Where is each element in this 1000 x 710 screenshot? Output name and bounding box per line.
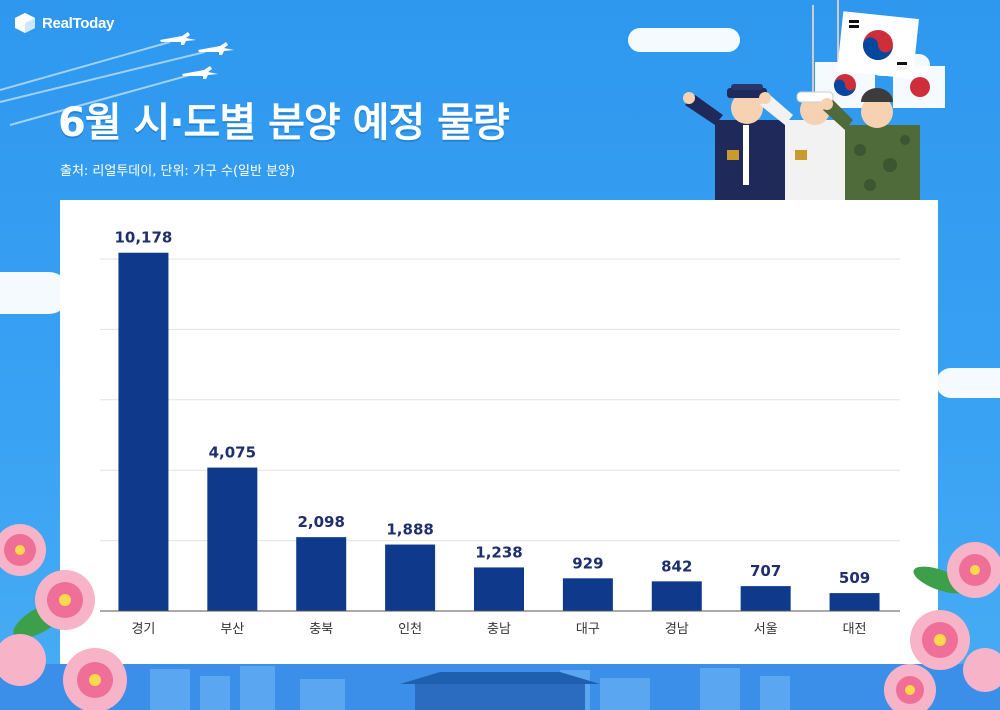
bar-6 xyxy=(562,578,613,611)
city-skyline-illustration xyxy=(0,664,1000,710)
brand-logo-text: RealToday xyxy=(42,14,115,32)
category-label-6: 대구 xyxy=(576,622,600,637)
brand-logo: RealToday xyxy=(14,12,114,34)
bar-8 xyxy=(740,586,791,611)
bar-4 xyxy=(385,544,436,611)
korean-flag-icon xyxy=(837,11,919,79)
value-label-8: 707 xyxy=(750,562,781,580)
hibiscus-flowers-icon xyxy=(0,524,127,710)
bar-7 xyxy=(651,581,702,611)
value-label-3: 2,098 xyxy=(297,513,344,531)
category-label-3: 충북 xyxy=(309,622,333,637)
source-note: 출처: 리얼투데이, 단위: 가구 수(일반 분양) xyxy=(60,164,296,179)
bar-1 xyxy=(118,252,169,611)
hibiscus-flowers-icon xyxy=(884,542,1000,710)
bar-9 xyxy=(829,593,880,611)
category-label-5: 충남 xyxy=(487,622,511,637)
cube-logo-icon xyxy=(15,13,35,33)
bar-chart: 10,178 4,075 2,098 1,888 1,238 929 842 707 509 경… xyxy=(100,229,900,637)
category-label-9: 대전 xyxy=(843,622,867,637)
category-label-8: 서울 xyxy=(754,622,778,637)
category-labels: 경기 부산 충북 인천 충남 대구 경남 서울 대전 xyxy=(131,622,866,637)
category-label-1: 경기 xyxy=(131,622,155,637)
cloud xyxy=(0,272,70,314)
category-label-7: 경남 xyxy=(665,622,689,637)
value-label-7: 842 xyxy=(661,557,692,575)
value-label-9: 509 xyxy=(839,569,870,587)
cloud xyxy=(936,368,1000,398)
value-label-6: 929 xyxy=(572,554,603,572)
value-label-5: 1,238 xyxy=(475,543,522,561)
page-title: 6월 시·도별 분양 예정 물량 xyxy=(58,100,510,146)
bar-5 xyxy=(474,567,524,611)
category-label-2: 부산 xyxy=(220,622,244,637)
value-label-2: 4,075 xyxy=(209,444,256,462)
value-label-4: 1,888 xyxy=(386,521,433,539)
value-labels: 10,178 4,075 2,098 1,888 1,238 929 842 707 509 xyxy=(114,229,870,587)
bars xyxy=(118,252,880,611)
value-label-1: 10,178 xyxy=(114,229,172,247)
saluting-soldiers-illustration xyxy=(683,0,945,200)
bar-3 xyxy=(296,537,347,611)
fighter-jets-icon xyxy=(0,32,234,126)
category-label-4: 인천 xyxy=(398,622,422,637)
cloud xyxy=(628,28,740,52)
chart-panel: 10,178 4,075 2,098 1,888 1,238 929 842 707 509 경… xyxy=(60,200,938,664)
bar-2 xyxy=(207,467,258,611)
